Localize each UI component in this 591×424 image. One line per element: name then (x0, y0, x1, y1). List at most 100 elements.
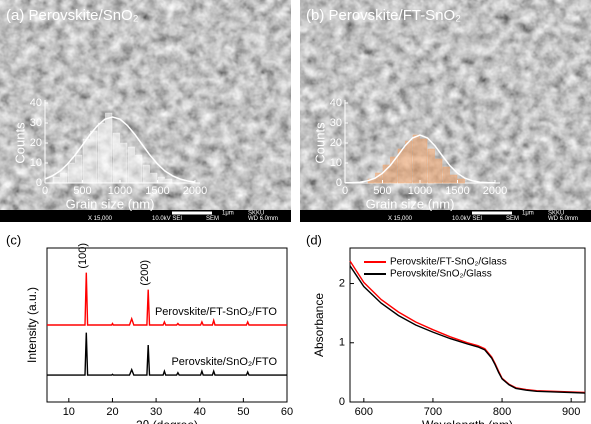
panel-title: (a) Perovskite/SnO₂ (6, 7, 139, 24)
histogram-bar (435, 158, 443, 184)
panel-title: (c) (6, 232, 21, 247)
info-text: SEM (506, 216, 519, 222)
x-tick-label: 1500 (145, 185, 169, 197)
series-line (47, 332, 287, 376)
histogram-bar (120, 142, 128, 184)
y-tick-label: 0 (36, 177, 42, 189)
info-text: WD 6.0mm (548, 216, 578, 222)
y-tick-label: 30 (30, 117, 42, 129)
x-tick-label: 2000 (483, 185, 507, 197)
fit-curve (344, 134, 496, 184)
fit-curve (44, 116, 196, 183)
histogram-bar (442, 166, 450, 184)
histogram-bar (382, 164, 390, 184)
sem-image (0, 0, 291, 222)
x-tick-label: 50 (237, 406, 249, 418)
x-tick-label: 1000 (408, 185, 432, 197)
y-axis-label: Counts (12, 122, 27, 164)
info-text: WD 6.0mm (248, 216, 278, 222)
x-tick-label: 700 (424, 406, 442, 418)
lab-label: SKKU (248, 211, 264, 217)
histogram-bar (112, 132, 120, 184)
plot-frame (349, 247, 586, 403)
histogram-bar (157, 176, 165, 184)
panel-title: (b) Perovskite/FT-SnO₂ (306, 7, 461, 24)
legend-label: Perovskite/FT-SnO₂/Glass (390, 257, 507, 268)
histogram-bar (397, 148, 405, 184)
info-text: 10.0kV SEI (152, 216, 182, 222)
x-tick-label: 1000 (108, 185, 132, 197)
x-tick-label: 900 (562, 406, 580, 418)
x-axis-label: 2θ (degree) (136, 418, 198, 424)
info-bar (300, 210, 591, 222)
info-bar (0, 210, 291, 222)
scale-bar (472, 211, 512, 215)
panel-title: (d) (306, 232, 322, 247)
info-text: SEM (206, 216, 219, 222)
series-line (349, 265, 586, 394)
x-axis-label: Wavelength (nm) (422, 418, 513, 424)
histogram-bar (405, 140, 413, 184)
x-tick-label: 60 (281, 406, 293, 418)
x-tick-label: 0 (342, 185, 348, 197)
histogram-bar (135, 154, 143, 184)
annotation: (100) (77, 243, 89, 269)
info-text: X 15,000 (88, 216, 113, 222)
histogram-bar (450, 174, 458, 184)
y-axis-label: Counts (312, 122, 327, 164)
x-tick-label: 600 (355, 406, 373, 418)
legend-label: Perovskite/SnO₂/Glass (390, 269, 492, 280)
x-tick-label: 500 (373, 185, 391, 197)
histogram-bar (390, 156, 398, 184)
series-label: Perovskite/FT-SnO₂/FTO (155, 306, 277, 318)
scale-bar (172, 211, 212, 215)
x-tick-label: 1500 (445, 185, 469, 197)
series-label: Perovskite/SnO₂/FTO (171, 356, 277, 368)
histogram-bar (105, 112, 113, 184)
y-tick-label: 0 (339, 396, 345, 408)
x-tick-label: 30 (150, 406, 162, 418)
series-line (47, 272, 287, 326)
histogram-bar (60, 172, 68, 184)
annotation: (200) (139, 260, 151, 286)
x-axis-label: Grain size (nm) (366, 196, 455, 211)
x-tick-label: 20 (106, 406, 118, 418)
y-tick-label: 10 (330, 157, 342, 169)
histogram-bar (165, 178, 173, 184)
x-tick-label: 800 (493, 406, 511, 418)
scale-bar-label: 1μm (222, 211, 234, 217)
histogram-bar (82, 138, 90, 184)
info-text: X 15,000 (388, 216, 413, 222)
x-tick-label: 40 (194, 406, 206, 418)
y-tick-label: 40 (330, 97, 342, 109)
histogram-bar (457, 178, 465, 184)
y-tick-label: 20 (330, 137, 342, 149)
histogram-bar (90, 130, 98, 184)
scale-bar-label: 1μm (522, 211, 534, 217)
y-axis-label: Absorbance (312, 293, 326, 357)
histogram-bar (67, 162, 75, 184)
y-axis-label: Intensity (a.u.) (25, 287, 39, 363)
x-axis-label: Grain size (nm) (66, 196, 155, 211)
histogram-bar (52, 176, 60, 184)
x-tick-label: 500 (73, 185, 91, 197)
x-tick-label: 10 (63, 406, 75, 418)
y-tick-label: 2 (339, 277, 345, 289)
histogram-bar (127, 146, 135, 184)
y-tick-label: 0 (336, 177, 342, 189)
histogram-bar (97, 122, 105, 184)
x-tick-label: 0 (42, 185, 48, 197)
lab-label: SKKU (548, 211, 564, 217)
histogram-bar (420, 138, 428, 184)
y-tick-label: 20 (30, 137, 42, 149)
histogram-bar (142, 164, 150, 184)
histogram-bar (412, 134, 420, 184)
histogram-bar (427, 148, 435, 184)
y-tick-label: 10 (30, 157, 42, 169)
x-tick-label: 2000 (183, 185, 207, 197)
y-tick-label: 30 (330, 117, 342, 129)
histogram-bar (75, 154, 83, 184)
sem-image (300, 0, 591, 222)
series-line (349, 260, 586, 394)
